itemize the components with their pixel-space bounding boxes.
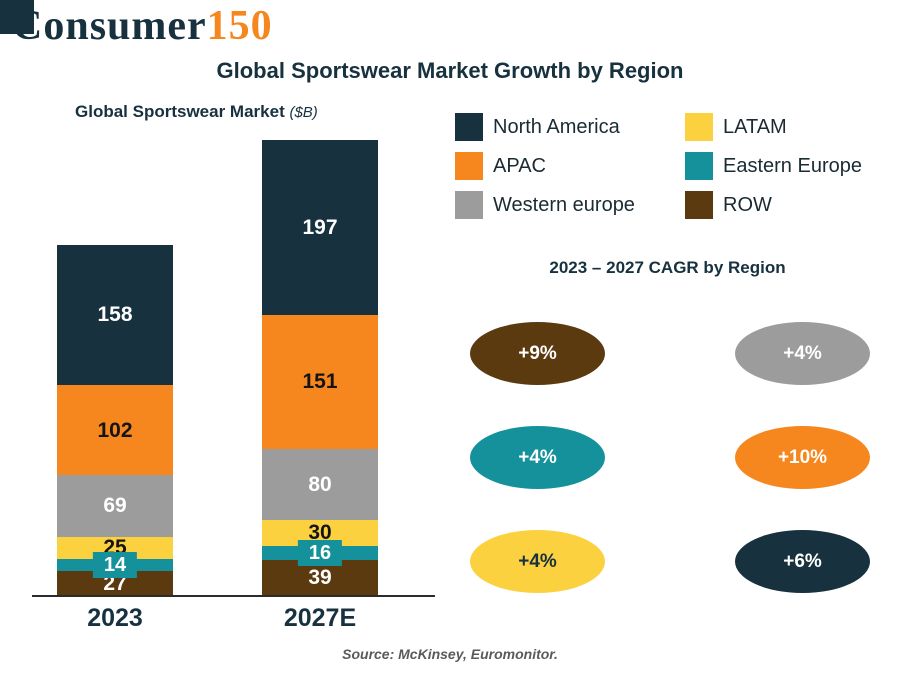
segment-value-western-europe: 69 (103, 494, 127, 518)
legend-label-western-europe: Western europe (493, 193, 635, 216)
segment-value-north-america: 158 (97, 303, 133, 327)
legend-item-western-europe: Western europe (455, 191, 685, 219)
segment-value-latam: 30 (308, 521, 332, 545)
x-axis-labels: 2023 2027E (35, 604, 435, 636)
segment-north-america: 158 (57, 244, 173, 385)
legend-swatch-row (685, 191, 713, 219)
x-axis-label-2023: 2023 (87, 604, 143, 632)
cagr-grid: +9% +4% +4% +10% +4% +6% (470, 322, 870, 593)
legend-swatch-apac (455, 152, 483, 180)
segment-value-row: 39 (308, 566, 332, 590)
segment-eastern-europe: 16 (262, 540, 378, 567)
cagr-ellipse-apac: +10% (735, 426, 870, 489)
legend-label-north-america: North America (493, 115, 620, 138)
brand-logo: Consumer150 (12, 2, 273, 50)
legend-swatch-north-america (455, 113, 483, 141)
legend: North America LATAM APAC Eastern Europe West… (455, 113, 862, 219)
legend-swatch-latam (685, 113, 713, 141)
segment-value-eastern-europe: 16 (297, 540, 343, 567)
bar-2027e: 39 16 30 80 151 197 (262, 140, 378, 595)
page-title: Global Sportswear Market Growth by Regio… (216, 58, 684, 83)
segment-value-north-america: 197 (302, 215, 338, 239)
source-note: Source: McKinsey, Euromonitor. (342, 646, 558, 662)
brand-corner-square (0, 0, 34, 34)
segment-value-western-europe: 80 (308, 472, 332, 496)
legend-label-latam: LATAM (723, 115, 787, 138)
chart-unit: ($B) (289, 104, 318, 121)
cagr-ellipse-north-america: +6% (735, 530, 870, 593)
stacked-bar-chart: 27 14 25 69 102 158 39 16 30 80 151 197 (35, 137, 435, 595)
legend-label-apac: APAC (493, 154, 546, 177)
segment-row: 39 (262, 560, 378, 595)
legend-label-row: ROW (723, 193, 772, 216)
cagr-ellipse-western-europe: +4% (735, 322, 870, 385)
legend-label-eastern-europe: Eastern Europe (723, 154, 862, 177)
segment-value-eastern-europe: 14 (92, 551, 138, 578)
cagr-title: 2023 – 2027 CAGR by Region (549, 258, 786, 277)
segment-value-apac: 102 (97, 418, 133, 442)
legend-item-north-america: North America (455, 113, 685, 141)
segment-western-europe: 80 (262, 448, 378, 520)
brand-word: Consumer (12, 3, 207, 49)
segment-western-europe: 69 (57, 475, 173, 537)
segment-value-apac: 151 (302, 370, 338, 394)
x-axis-label-2027e: 2027E (283, 604, 357, 632)
segment-apac: 102 (57, 384, 173, 476)
legend-swatch-western-europe (455, 191, 483, 219)
cagr-ellipse-eastern-europe: +4% (470, 426, 605, 489)
segment-eastern-europe: 14 (57, 551, 173, 578)
bar-2023: 27 14 25 69 102 158 (57, 244, 173, 595)
legend-item-row: ROW (685, 191, 862, 219)
legend-item-apac: APAC (455, 152, 685, 180)
segment-apac: 151 (262, 314, 378, 449)
x-axis-line (32, 595, 435, 597)
segment-north-america: 197 (262, 140, 378, 315)
chart-title-text: Global Sportswear Market (75, 102, 285, 121)
legend-item-eastern-europe: Eastern Europe (685, 152, 862, 180)
legend-item-latam: LATAM (685, 113, 862, 141)
chart-title: Global Sportswear Market ($B) (75, 102, 318, 122)
brand-number: 150 (206, 3, 273, 49)
cagr-ellipse-latam: +4% (470, 530, 605, 593)
legend-swatch-eastern-europe (685, 152, 713, 180)
cagr-ellipse-row: +9% (470, 322, 605, 385)
